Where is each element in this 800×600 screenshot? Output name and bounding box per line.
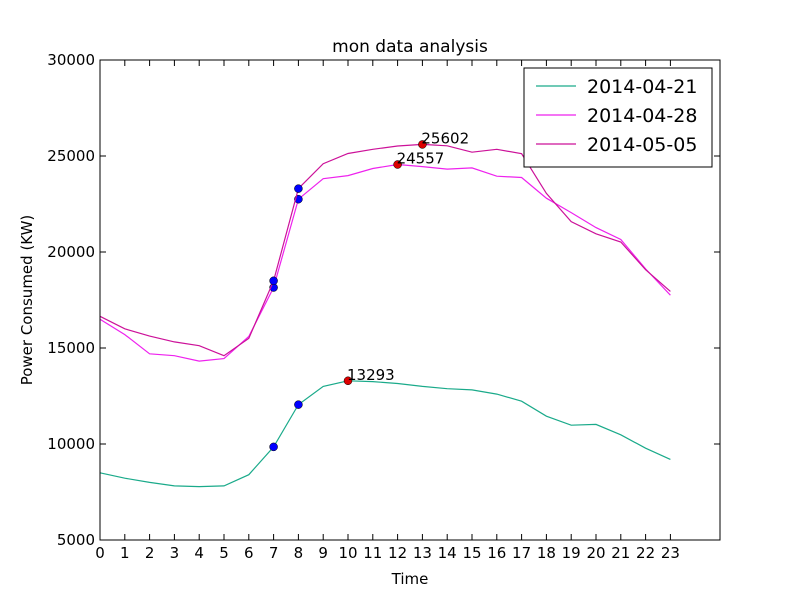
x-tick-label: 7 xyxy=(269,544,279,562)
y-tick-label: 30000 xyxy=(47,51,95,69)
plot-frame xyxy=(99,59,721,541)
x-tick-label: 10 xyxy=(338,544,357,562)
x-tick-label: 16 xyxy=(487,544,506,562)
x-tick-label: 23 xyxy=(661,544,680,562)
x-axis-label: Time xyxy=(391,570,429,588)
x-tick-label: 1 xyxy=(120,544,130,562)
x-tick-label: 9 xyxy=(318,544,328,562)
series-line-1 xyxy=(99,163,671,362)
x-tick-label: 11 xyxy=(363,544,382,562)
x-tick-label: 17 xyxy=(512,544,531,562)
axis-ticks: 0 1 2 3 4 5 6 7 8 9 10 11 12 13 14 15 16 17 18 19 20 21 22 2350… xyxy=(47,51,720,562)
x-tick-label: 18 xyxy=(537,544,556,562)
x-tick-label: 13 xyxy=(413,544,432,562)
legend-label-2: 2014-05-05 xyxy=(587,134,697,156)
x-tick-label: 20 xyxy=(586,544,605,562)
plot-area: 13293 24557 25602 xyxy=(99,129,671,488)
x-tick-label: 6 xyxy=(244,544,254,562)
series-2-peak-label: 25602 xyxy=(421,129,469,147)
x-tick-label: 5 xyxy=(219,544,229,562)
x-tick-label: 0 xyxy=(95,544,105,562)
series-2-peak-point xyxy=(418,140,427,149)
series-1-peak-point xyxy=(393,160,402,169)
x-tick-label: 19 xyxy=(562,544,581,562)
series-0-peak-label: 13293 xyxy=(347,366,395,384)
x-tick-label: 8 xyxy=(294,544,304,562)
y-tick-label: 25000 xyxy=(47,147,95,165)
series-2-point-0 xyxy=(269,276,278,286)
series-0-peak-point xyxy=(343,376,353,386)
x-tick-label: 22 xyxy=(636,544,655,562)
y-tick-label: 20000 xyxy=(47,243,95,261)
legend: 2014-04-21 2014-04-28 2014-05-05 xyxy=(523,67,713,168)
series-line-2 xyxy=(99,143,671,357)
legend-box xyxy=(523,67,713,168)
y-tick-label: 10000 xyxy=(47,435,95,453)
series-2-point-1 xyxy=(294,184,303,193)
legend-label-1: 2014-04-28 xyxy=(587,105,697,127)
chart-title: mon data analysis xyxy=(332,37,488,57)
series-0-point-1 xyxy=(294,400,303,409)
series-0-point-0 xyxy=(269,442,278,452)
x-tick-label: 14 xyxy=(438,544,457,562)
series-line-0 xyxy=(99,380,671,488)
y-tick-label: 5000 xyxy=(57,531,95,549)
y-axis-label: Power Consumed (KW) xyxy=(18,215,36,386)
x-tick-label: 15 xyxy=(462,544,481,562)
series-1-peak-label: 24557 xyxy=(397,150,445,168)
y-tick-label: 15000 xyxy=(47,339,95,357)
x-tick-label: 4 xyxy=(194,544,204,562)
x-tick-label: 21 xyxy=(611,544,630,562)
legend-label-0: 2014-04-21 xyxy=(587,76,697,98)
x-tick-label: 3 xyxy=(170,544,180,562)
x-tick-label: 2 xyxy=(145,544,155,562)
x-tick-label: 12 xyxy=(388,544,407,562)
